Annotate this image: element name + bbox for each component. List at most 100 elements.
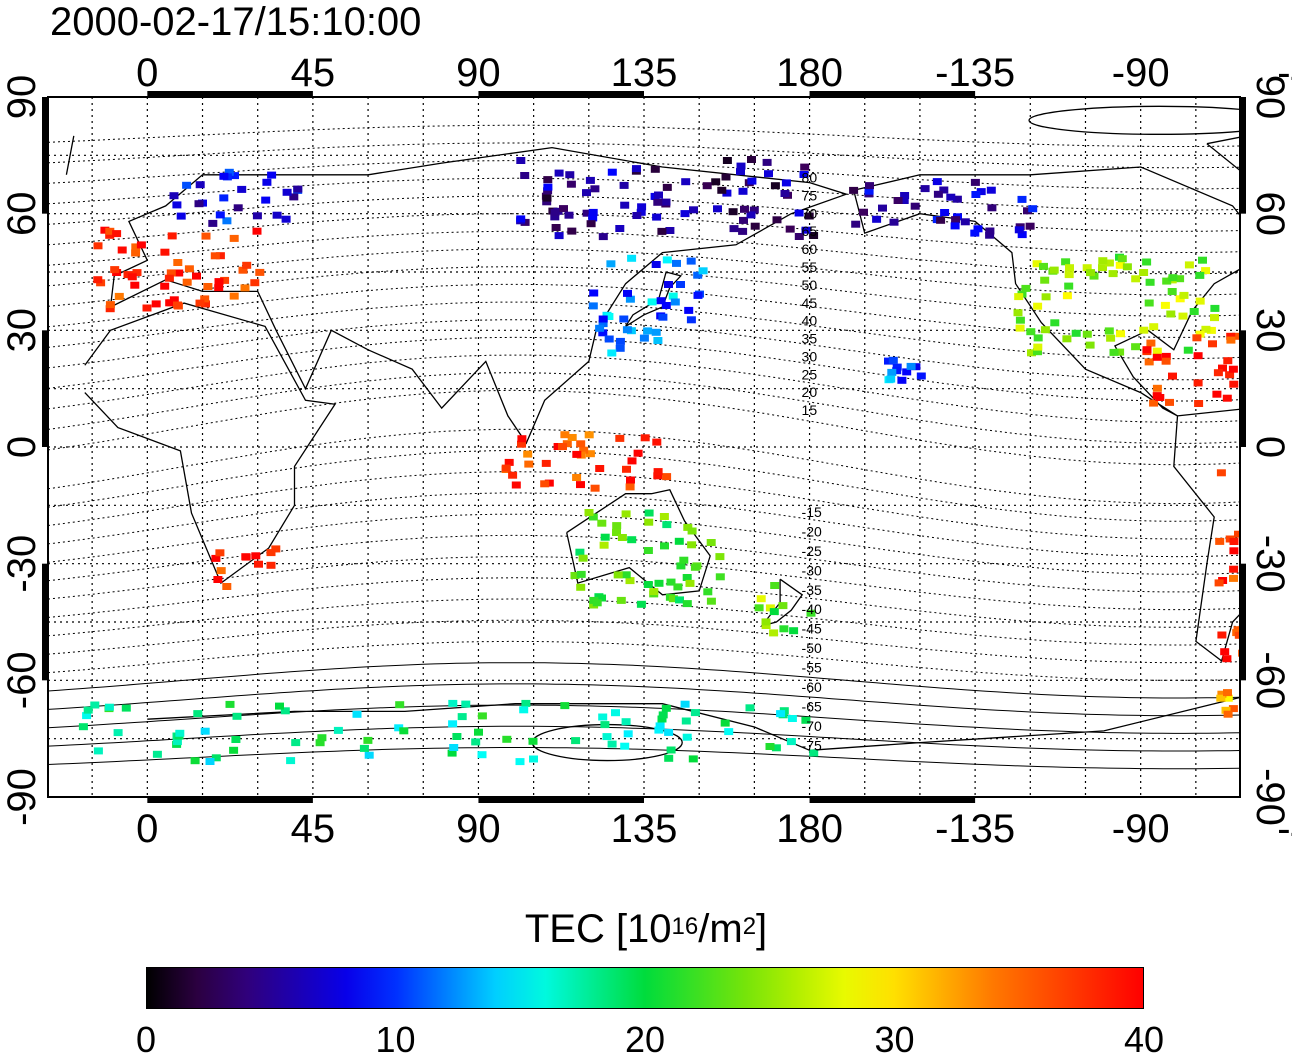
tec-map: 8075706560555045403530252015-15-20-25-30… [0, 51, 1292, 851]
left-frame-bar [42, 330, 48, 447]
tec-cell [237, 185, 247, 193]
bottom-lon-tick: 0 [136, 807, 158, 851]
tec-cell [615, 225, 625, 232]
tec-cell [78, 723, 88, 731]
tec-cell [1277, 633, 1286, 640]
tec-cell [688, 755, 698, 763]
tec-cell [703, 588, 713, 596]
tec-cell [679, 556, 689, 564]
tec-cell [647, 298, 657, 306]
tec-cell [920, 185, 930, 193]
tec-cell [627, 536, 637, 544]
tec-cell [715, 553, 725, 561]
tec-cell [1184, 261, 1194, 269]
tec-cell [1139, 326, 1149, 334]
tec-cell [551, 224, 561, 231]
tec-cell [1183, 346, 1193, 354]
tec-cell [105, 231, 115, 239]
tec-cell [225, 700, 235, 708]
right-lat-tick: 90 [1248, 75, 1292, 120]
tec-cell [1198, 256, 1207, 264]
tec-cell [893, 197, 903, 204]
tec-cell [501, 464, 511, 472]
tec-cell [359, 744, 369, 752]
tec-cell [682, 574, 692, 581]
tec-cell [585, 176, 595, 184]
mag-lat-contour [48, 704, 1240, 734]
contour-label: -25 [802, 543, 822, 559]
coast-japan [625, 271, 683, 327]
tec-cell [195, 181, 205, 189]
graticule-grid [48, 97, 1240, 797]
tec-cell [1223, 689, 1232, 697]
tec-cell [598, 329, 608, 337]
tec-cell [625, 577, 635, 585]
tec-cell [611, 709, 620, 717]
tec-cell [1201, 325, 1211, 333]
tec-cell [693, 291, 703, 299]
tec-cell [575, 548, 585, 556]
tec-cell [1161, 352, 1171, 360]
tec-cell [1194, 400, 1204, 407]
contour-label: -15 [802, 504, 822, 520]
top-frame-bar [478, 91, 644, 97]
colorbar-tick-label: 40 [1123, 1019, 1165, 1060]
mag-lat-contour [48, 248, 1240, 296]
tec-cell [590, 185, 600, 193]
tec-cell [117, 246, 127, 254]
tec-cell [653, 472, 663, 480]
tec-cell [588, 214, 598, 222]
tec-cell [615, 344, 625, 352]
tec-cell [607, 349, 617, 357]
tec-cell [1195, 330, 1205, 338]
tec-cell [621, 571, 631, 579]
colorbar-title-prefix: TEC [10 [524, 907, 672, 951]
tec-cell [660, 542, 669, 550]
tec-data-points [78, 156, 1286, 766]
tec-cell [589, 289, 599, 297]
tec-cell [1234, 631, 1240, 639]
tec-cell [588, 302, 598, 310]
coast-australia [566, 489, 711, 596]
tec-cell [598, 233, 608, 241]
tec-cell [684, 306, 694, 314]
contour-label: -35 [802, 582, 822, 598]
tec-cell [289, 193, 299, 201]
tec-cell [201, 300, 210, 308]
tec-cell [625, 295, 635, 303]
tec-cell [576, 583, 586, 591]
tec-cell [1226, 336, 1236, 344]
tec-cell [1098, 264, 1107, 272]
tec-cell [676, 281, 685, 288]
tec-cell [1033, 343, 1043, 351]
tec-cell [291, 739, 301, 747]
tec-cell [1165, 398, 1174, 406]
left-lat-tick: 90 [0, 75, 44, 120]
tec-cell [1229, 380, 1239, 388]
tec-cell [736, 162, 746, 170]
tec-cell [1243, 484, 1252, 491]
tec-cell [105, 227, 115, 235]
tec-cell [771, 744, 781, 752]
tec-cell [713, 205, 722, 213]
tec-cell [560, 431, 570, 439]
tec-cell [169, 192, 179, 200]
left-frame-bar [42, 563, 48, 681]
tec-cell [1028, 205, 1038, 213]
tec-cell [172, 201, 182, 209]
tec-cell [1272, 468, 1281, 475]
tec-cell [636, 600, 646, 608]
tec-cell [1223, 357, 1233, 365]
tec-cell [664, 281, 673, 288]
contour-label: 35 [802, 331, 818, 347]
tec-cell [579, 446, 589, 454]
tec-cell [105, 305, 115, 313]
tec-cell [317, 734, 327, 742]
contour-label: 40 [802, 313, 818, 329]
tec-cell [674, 537, 684, 545]
tec-cell [229, 292, 239, 300]
tec-cell [612, 529, 621, 536]
tec-cell [582, 189, 591, 197]
tec-cell [654, 191, 663, 199]
tec-cell [865, 182, 874, 190]
